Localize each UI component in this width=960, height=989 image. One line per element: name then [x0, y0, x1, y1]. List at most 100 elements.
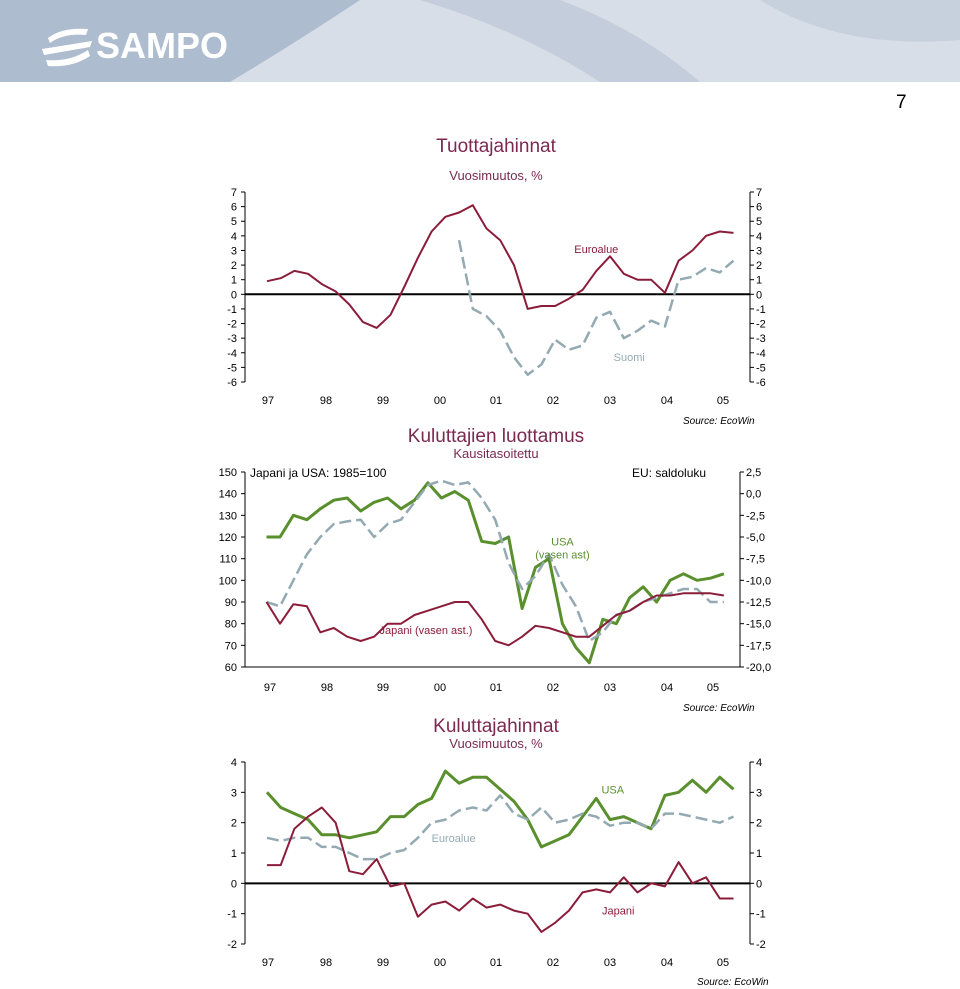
header-shade-right	[760, 0, 960, 42]
left-tick-label: 7	[231, 187, 237, 199]
right-tick-label: -1	[756, 304, 766, 316]
x-tick-label: 99	[377, 682, 389, 694]
left-tick-label: 70	[225, 640, 237, 652]
header-banner: SAMPO	[0, 0, 960, 82]
sampo-logo-mark	[42, 28, 92, 67]
chart-source: Source: EcoWin	[683, 416, 755, 427]
x-tick-label: 05	[717, 395, 729, 407]
right-tick-label: -1	[756, 909, 766, 921]
x-tick-label: 99	[377, 957, 389, 969]
series-annotation: Japani (vasen ast.)	[380, 625, 473, 637]
left-tick-label: 150	[219, 467, 237, 479]
left-axis-label: Japani ja USA: 1985=100	[250, 466, 387, 480]
left-tick-label: 3	[231, 245, 237, 257]
left-tick-label: 5	[231, 216, 237, 228]
producer-prices-chart: Tuottajahinnat Vuosimuutos, % 7 6 5 4 3 2 1 0 -1…	[0, 130, 960, 430]
right-tick-label: -17,5	[746, 640, 771, 652]
right-tick-label: 0,0	[746, 489, 761, 501]
chart-source: Source: EcoWin	[697, 977, 769, 988]
right-tick-label: -5	[756, 362, 766, 374]
right-tick-label: 7	[756, 187, 762, 199]
left-tick-label: 130	[219, 510, 237, 522]
right-tick-label: 2,5	[746, 467, 761, 479]
left-tick-label: 4	[231, 757, 237, 769]
chart-subtitle: Kausitasoitettu	[453, 446, 539, 461]
x-tick-label: 01	[490, 682, 502, 694]
right-tick-label: 0	[756, 878, 762, 890]
series-line-euroalue	[266, 204, 734, 329]
right-axis-label: EU: saldoluku	[632, 466, 707, 480]
right-tick-label: 1	[756, 848, 762, 860]
left-tick-label: -2	[227, 939, 237, 951]
consumer-confidence-chart: Kuluttajien luottamus Kausitasoitettu Ja…	[0, 425, 960, 715]
left-tick-label: 60	[225, 662, 237, 674]
right-tick-label: -4	[756, 348, 766, 360]
chart-title: Kuluttajahinnat	[433, 716, 559, 737]
left-tick-label: 1	[231, 275, 237, 287]
right-tick-label: -20,0	[746, 662, 771, 674]
producer-prices-plot: 7 6 5 4 3 2 1 0 -1 -2 -3 -4 -5 -6 7 6 5 4 3 2 1 0 -1 -2 -3 -4 -5 -6…	[227, 187, 766, 407]
left-tick-label: -1	[227, 909, 237, 921]
left-tick-label: 120	[219, 532, 237, 544]
left-tick-label: 90	[225, 597, 237, 609]
right-tick-label: 3	[756, 245, 762, 257]
x-tick-label: 98	[320, 395, 332, 407]
x-tick-label: 00	[434, 682, 446, 694]
left-tick-label: 140	[219, 489, 237, 501]
sampo-logo-text: SAMPO	[96, 25, 228, 66]
series-annotation: Euroalue	[432, 833, 476, 845]
left-tick-label: -3	[227, 333, 237, 345]
x-tick-label: 99	[377, 395, 389, 407]
axes: 4 3 2 1 0 -1 -2 4 3 2 1 0 -1 -2 97 98 99 00 01 02 03 04 05	[227, 757, 766, 969]
page-number: 7	[896, 92, 907, 113]
right-tick-label: -3	[756, 333, 766, 345]
series-line-usa	[265, 769, 735, 849]
left-tick-label: 110	[219, 554, 237, 566]
x-tick-label: 00	[434, 957, 446, 969]
consumer-confidence-plot: 150 140 130 120 110 100 90 80 70 60 2,5 0,0 -2,5 -5,0…	[219, 467, 771, 694]
series-line-japani	[265, 592, 725, 647]
series-annotation: (vasen ast)	[535, 549, 589, 561]
x-tick-label: 98	[320, 957, 332, 969]
series-line-eu	[266, 479, 724, 643]
chart-title: Tuottajahinnat	[436, 136, 556, 157]
x-tick-label: 97	[264, 682, 276, 694]
x-tick-label: 04	[661, 957, 673, 969]
left-tick-label: 80	[225, 619, 237, 631]
series-line-japani	[267, 806, 734, 933]
right-tick-label: 2	[756, 260, 762, 272]
chart-subtitle: Vuosimuutos, %	[449, 168, 543, 183]
left-tick-label: 100	[219, 575, 237, 587]
right-tick-label: -12,5	[746, 597, 771, 609]
x-tick-label: 02	[547, 957, 559, 969]
header-shade-left	[0, 0, 360, 82]
left-tick-label: 3	[231, 787, 237, 799]
chart-source: Source: EcoWin	[683, 703, 755, 714]
left-tick-label: -5	[227, 362, 237, 374]
right-tick-label: -7,5	[746, 554, 765, 566]
x-tick-label: 01	[490, 395, 502, 407]
right-tick-label: -15,0	[746, 619, 771, 631]
left-tick-label: 0	[231, 878, 237, 890]
x-tick-label: 04	[661, 682, 673, 694]
series-annotation: Suomi	[614, 352, 645, 364]
series-annotation: Euroalue	[574, 244, 618, 256]
axes: 150 140 130 120 110 100 90 80 70 60 2,5 0,0 -2,5 -5,0…	[219, 467, 771, 694]
x-tick-label: 03	[604, 395, 616, 407]
series-line-usa	[266, 481, 725, 665]
left-tick-label: 2	[231, 818, 237, 830]
x-tick-label: 01	[490, 957, 502, 969]
left-tick-label: 0	[231, 289, 237, 301]
x-tick-label: 98	[321, 682, 333, 694]
x-tick-label: 03	[604, 682, 616, 694]
right-tick-label: 6	[756, 202, 762, 214]
x-tick-label: 05	[707, 682, 719, 694]
x-tick-label: 03	[604, 957, 616, 969]
left-tick-label: 6	[231, 202, 237, 214]
right-tick-label: 3	[756, 787, 762, 799]
left-tick-label: -1	[227, 304, 237, 316]
chart-title: Kuluttajien luottamus	[407, 426, 585, 447]
left-tick-label: -2	[227, 319, 237, 331]
header-graphic: SAMPO	[0, 0, 960, 82]
x-tick-label: 02	[547, 682, 559, 694]
